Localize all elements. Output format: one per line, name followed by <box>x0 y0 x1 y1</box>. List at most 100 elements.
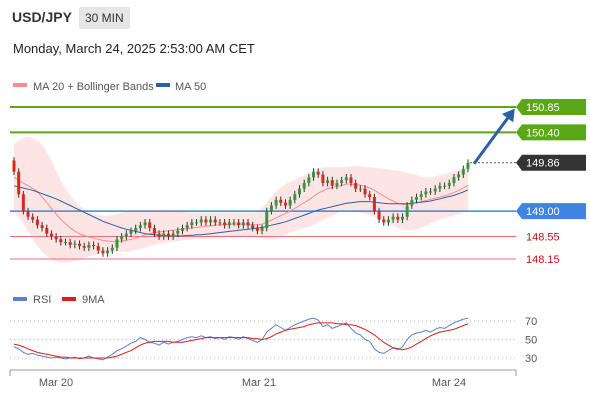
rsi-legend-label: RSI <box>33 294 51 306</box>
candle-body <box>461 168 465 175</box>
candle-body <box>326 180 330 183</box>
candle-body <box>162 233 166 237</box>
pivot-level-tag <box>516 203 586 220</box>
candle-body <box>124 233 128 237</box>
candle-body <box>152 228 156 234</box>
candle-body <box>288 199 292 206</box>
candle-body <box>166 233 170 237</box>
candle-body <box>405 205 409 217</box>
candle-body <box>466 162 470 169</box>
candle-body <box>17 171 21 195</box>
candle-body <box>372 197 376 212</box>
candle-body <box>316 171 320 175</box>
candle-body <box>185 225 189 229</box>
candle-body <box>73 243 77 245</box>
ma20-legend-label: MA 20 + Bollinger Bands <box>33 81 154 93</box>
candle-body <box>415 197 419 200</box>
resistance-level-tag <box>516 99 586 115</box>
main-legend: MA 20 + Bollinger Bands MA 50 <box>13 81 206 93</box>
candle-body <box>21 194 25 212</box>
candle-body <box>391 216 395 220</box>
rsi-legend-swatch <box>13 297 27 301</box>
candle-body <box>106 250 110 254</box>
candle-body <box>386 219 390 223</box>
ma20-line <box>13 176 469 242</box>
time-axis: Mar 20 Mar 21 Mar 24 <box>9 369 517 389</box>
candle-body <box>283 202 287 206</box>
rsi-ma-legend-label: 9MA <box>82 294 105 306</box>
candle-body <box>255 228 259 231</box>
ma50-line <box>13 185 469 237</box>
current-level-tag <box>516 154 586 171</box>
chart-header: USD/JPY 30 MIN <box>0 0 590 36</box>
resistance-level-label: 150.85 <box>526 102 560 114</box>
chart-datetime: Monday, March 24, 2025 2:53:00 AM CET <box>13 41 255 56</box>
candle-body <box>218 222 222 224</box>
candle-body <box>101 250 105 254</box>
candle-body <box>457 174 461 178</box>
candle-body <box>447 183 451 186</box>
candle-body <box>293 194 297 200</box>
time-axis-label: Mar 20 <box>39 377 73 389</box>
candle-body <box>438 185 442 189</box>
candle-body <box>424 191 428 195</box>
candle-body <box>26 211 30 217</box>
candle-body <box>321 174 325 183</box>
current-level-label: 149.86 <box>526 158 560 170</box>
candle-body <box>143 222 147 226</box>
candle-body <box>195 222 199 224</box>
level-lines-layer <box>10 106 516 260</box>
candle-body <box>410 199 414 206</box>
candle-body <box>213 219 217 223</box>
rsi-ma-legend-swatch <box>62 297 76 301</box>
candle-body <box>148 222 152 229</box>
candle-body <box>274 199 278 206</box>
candle-body <box>251 225 255 229</box>
symbol-label: USD/JPY <box>12 9 72 25</box>
candle-body <box>307 177 311 183</box>
pivot-level-label: 149.00 <box>526 206 560 218</box>
candle-body <box>246 222 250 226</box>
rsi-legend: RSI 9MA <box>13 294 105 306</box>
candle-body <box>209 219 213 223</box>
candle-body <box>45 228 49 234</box>
candle-body <box>78 243 82 247</box>
candle-body <box>82 246 86 248</box>
candle-body <box>129 230 133 234</box>
candle-body <box>237 222 241 226</box>
forecast-arrow-head <box>501 108 515 123</box>
candle-body <box>368 194 372 198</box>
candle-body <box>400 216 404 220</box>
bollinger-band-layer <box>14 136 468 263</box>
candle-body <box>312 171 316 178</box>
candle-body <box>344 177 348 181</box>
rsi-tick-label: 70 <box>525 316 537 328</box>
ma50-legend-swatch <box>156 83 170 87</box>
candle-body <box>396 216 400 220</box>
candle-body <box>110 247 114 251</box>
resistance-level-label: 150.40 <box>526 127 560 139</box>
candle-body <box>452 177 456 183</box>
forecast-arrow-shaft <box>472 114 512 165</box>
candle-body <box>92 244 96 247</box>
candle-body <box>68 242 72 245</box>
candle-body <box>35 219 39 226</box>
candle-body <box>260 228 264 231</box>
candle-body <box>232 222 236 224</box>
timeframe-button[interactable]: 30 MIN <box>79 7 130 29</box>
rsi-panel: 70 50 30 <box>10 316 537 365</box>
support-level-label: 148.15 <box>526 254 560 266</box>
candle-body <box>138 225 142 229</box>
candle-body <box>180 228 184 231</box>
candle-body <box>199 219 203 223</box>
time-axis-label: Mar 24 <box>432 377 466 389</box>
candle-body <box>335 183 339 186</box>
candle-body <box>134 228 138 231</box>
candle-body <box>330 180 334 186</box>
candle-body <box>171 233 175 237</box>
candle-body <box>269 205 273 212</box>
ma50-legend-label: MA 50 <box>175 81 206 93</box>
resistance-level-tag <box>516 124 586 141</box>
candle-body <box>63 242 67 244</box>
